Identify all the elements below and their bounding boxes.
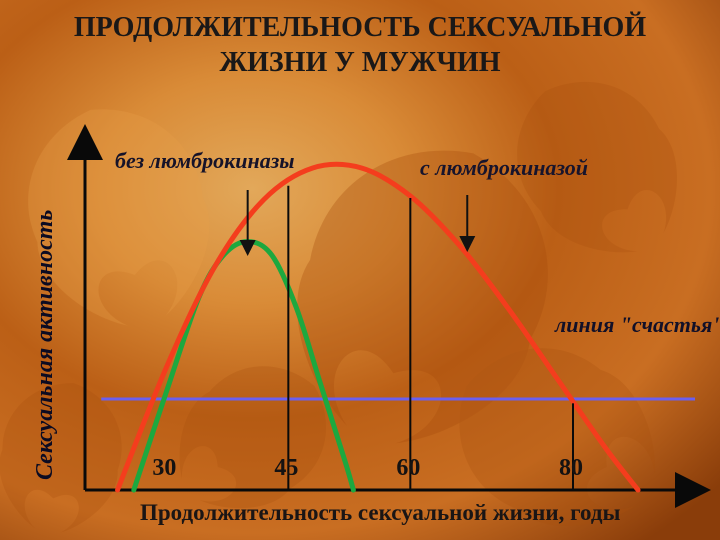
series-label-happiness-line: линия "счастья"	[555, 312, 720, 338]
line-chart	[0, 0, 720, 540]
x-tick-label: 30	[152, 455, 176, 482]
series-label-with-lumbrokinase: с люмброкиназой	[420, 155, 588, 181]
x-axis-label: Продолжительность сексуальной жизни, год…	[140, 500, 620, 526]
x-tick-label: 45	[274, 455, 298, 482]
x-tick-label: 80	[559, 455, 583, 482]
series-label-without-lumbrokinase: без люмброкиназы	[115, 148, 295, 174]
chart-title: ПРОДОЛЖИТЕЛЬНОСТЬ СЕКСУАЛЬНОЙЖИЗНИ У МУЖ…	[0, 10, 720, 80]
y-axis-label: Сексуальная активность	[32, 210, 59, 480]
title-line1: ПРОДОЛЖИТЕЛЬНОСТЬ СЕКСУАЛЬНОЙЖИЗНИ У МУЖ…	[74, 12, 646, 78]
x-tick-label: 60	[396, 455, 420, 482]
